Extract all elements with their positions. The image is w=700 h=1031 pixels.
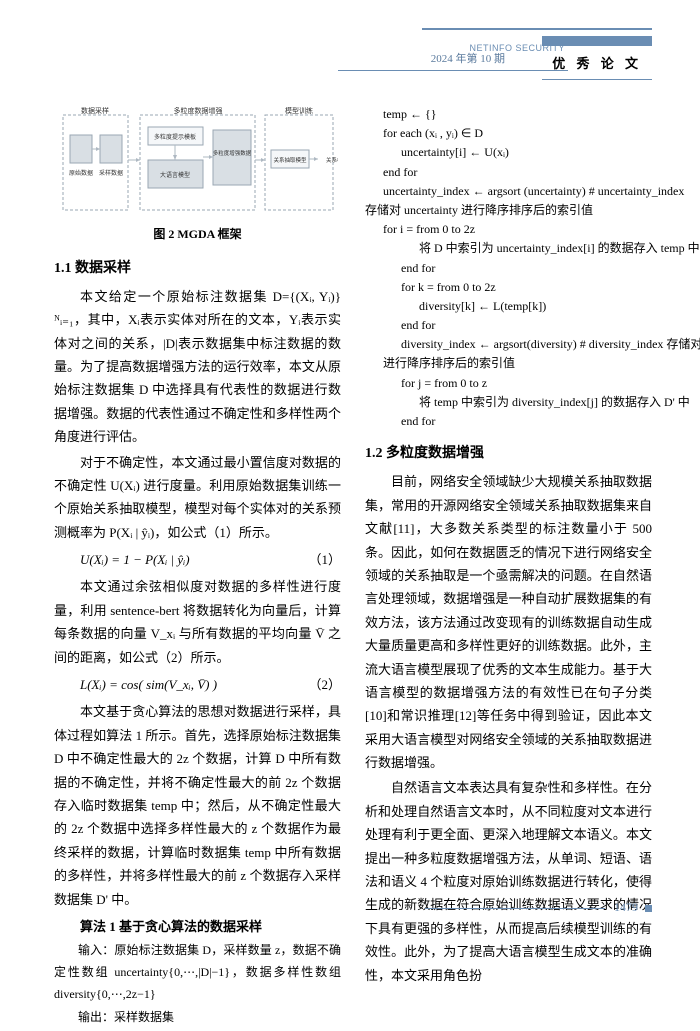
figure-2: 数据采样 多粒度数据增强 模型训练 原始数据 采样数据 多粒度提示模板 大语言模…	[54, 105, 341, 246]
pseudocode-line: for each (xᵢ , yᵢ) ∈ D	[365, 124, 652, 143]
eq1-number: （1）	[282, 548, 341, 571]
fig-label-sample: 采样数据	[98, 169, 122, 177]
issue-label: 2024 年第 10 期	[431, 50, 505, 70]
eq2-body: L(Xᵢ) = cos( sim(V_xᵢ, V̄) )	[54, 673, 217, 696]
equation-1: U(Xᵢ) = 1 − P(Xᵢ | ŷᵢ) （1）	[54, 548, 341, 571]
header-rule-bottom	[338, 70, 568, 71]
eq2-number: （2）	[282, 673, 341, 696]
page-header: NETINFO SECURITY 2024 年第 10 期 优 秀 论 文	[370, 28, 700, 70]
eq1-body: U(Xᵢ) = 1 − P(Xᵢ | ŷᵢ)	[54, 548, 190, 571]
right-column: temp ← {}for each (xᵢ , yᵢ) ∈ Duncertain…	[365, 105, 652, 1031]
fig-label-model-train: 模型训练	[285, 106, 313, 115]
pseudocode-line: for k = from 0 to 2z	[365, 278, 652, 297]
pseudocode-line: end for	[365, 259, 652, 278]
fig-label-augdata: 多粒度增强数据	[212, 149, 251, 157]
pseudocode-line: diversity[k] ← L(temp[k])	[365, 297, 652, 316]
header-rule-top	[422, 28, 652, 30]
fig-label-relmodel: 关系抽取模型	[273, 156, 307, 164]
pseudocode-line: end for	[365, 163, 652, 182]
fig-label-data-sample: 数据采样	[81, 106, 109, 115]
fig-label-multi-aug: 多粒度数据增强	[173, 106, 222, 115]
pseudocode-line: 存储对 uncertainty 进行降序排序后的索引值	[365, 201, 652, 220]
algorithm-1-output: 输出：采样数据集	[54, 1007, 341, 1029]
para-6: 自然语言文本表达具有复杂性和多样性。在分析和处理自然语言文本时，从不同粒度对文本…	[365, 776, 652, 987]
para-2: 对于不确定性，本文通过最小置信度对数据的不确定性 U(Xᵢ) 进行度量。利用原始…	[54, 451, 341, 545]
para-4: 本文基于贪心算法的思想对数据进行采样，具体过程如算法 1 所示。首先，选择原始标…	[54, 700, 341, 911]
algorithm-1-title: 算法 1 基于贪心算法的数据采样	[54, 915, 341, 938]
equation-2: L(Xᵢ) = cos( sim(V_xᵢ, V̄) ) （2）	[54, 673, 341, 696]
pseudocode-line: end for	[365, 316, 652, 335]
page-number: 1479	[425, 897, 652, 919]
heading-1-2: 1.2 多粒度数据增强	[365, 441, 652, 466]
para-1: 本文给定一个原始标注数据集 D={(Xᵢ, Yᵢ)}ᴺᵢ₌₁，其中，Xᵢ表示实体…	[54, 285, 341, 449]
heading-1-1: 1.1 数据采样	[54, 256, 341, 281]
pseudocode-line: uncertainty_index ← argsort (uncertainty…	[365, 182, 652, 201]
pseudocode-line: diversity_index ← argsort(diversity) # d…	[365, 335, 652, 354]
pseudocode-line: 将 temp 中索引为 diversity_index[j] 的数据存入 D' …	[365, 393, 652, 412]
left-column: 数据采样 多粒度数据增强 模型训练 原始数据 采样数据 多粒度提示模板 大语言模…	[54, 105, 341, 1031]
fig-label-rellabel: 关系标签	[326, 156, 338, 164]
pseudocode-line: end for	[365, 412, 652, 431]
pseudocode-line: for i = from 0 to 2z	[365, 220, 652, 239]
pseudocode-line: 将 D 中索引为 uncertainty_index[i] 的数据存入 temp…	[365, 239, 652, 258]
para-3: 本文通过余弦相似度对数据的多样性进行度量，利用 sentence-bert 将数…	[54, 575, 341, 669]
algorithm-1-input: 输入：原始标注数据集 D，采样数量 z，数据不确定性数组 uncertainty…	[54, 940, 341, 1005]
fig-label-orig: 原始数据	[68, 169, 92, 177]
pseudocode-line: temp ← {}	[365, 105, 652, 124]
fig-label-prompt: 多粒度提示模板	[153, 133, 195, 141]
section-box: 优 秀 论 文	[542, 36, 652, 80]
para-5: 目前，网络安全领域缺少大规模关系抽取数据集，常用的开源网络安全领域关系抽取数据集…	[365, 470, 652, 774]
pseudocode-block: temp ← {}for each (xᵢ , yᵢ) ∈ Duncertain…	[365, 105, 652, 431]
page-number-ornament	[645, 905, 652, 912]
pseudocode-line: for j = from 0 to z	[365, 374, 652, 393]
section-label: 优 秀 论 文	[552, 52, 642, 75]
page-number-value: 1479	[614, 900, 638, 914]
figure-2-caption: 图 2 MGDA 框架	[54, 224, 341, 246]
fig-label-llm: 大语言模型	[159, 171, 189, 179]
pseudocode-line: uncertainty[i] ← U(xᵢ)	[365, 143, 652, 162]
figure-2-svg: 数据采样 多粒度数据增强 模型训练 原始数据 采样数据 多粒度提示模板 大语言模…	[58, 105, 338, 220]
pseudocode-line: 进行降序排序后的索引值	[365, 354, 652, 373]
